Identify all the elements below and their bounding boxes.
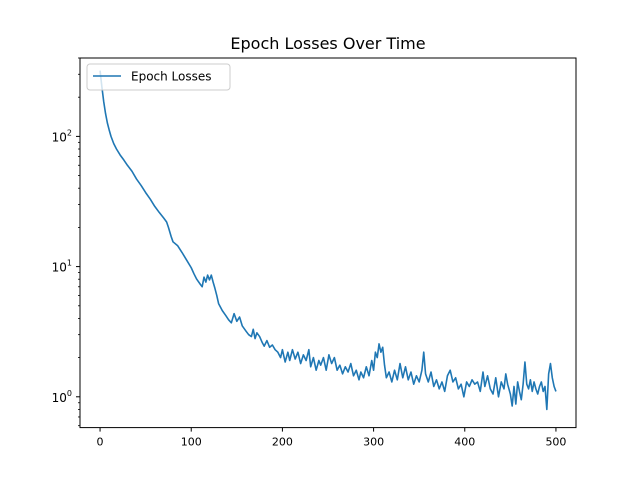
legend: Epoch Losses [86,63,231,91]
axes-frame [79,57,577,429]
y-tick-label: 100 [52,389,72,405]
y-tick-label: 101 [52,259,72,275]
y-tick-label: 102 [52,128,72,144]
chart-title: Epoch Losses Over Time [230,34,425,53]
x-tick-label: 300 [363,436,384,449]
x-axis: 0 100 200 300 400 500 [97,427,566,449]
x-tick-label: 400 [454,436,475,449]
x-tick-label: 200 [272,436,293,449]
plot-area [99,70,557,411]
y-axis: 100 101 102 [52,57,80,427]
series-line-0 [99,70,557,411]
x-tick-label: 0 [97,436,104,449]
x-tick-label: 100 [181,436,202,449]
legend-box [86,63,231,91]
legend-label: Epoch Losses [131,70,212,84]
x-tick-label: 500 [545,436,566,449]
